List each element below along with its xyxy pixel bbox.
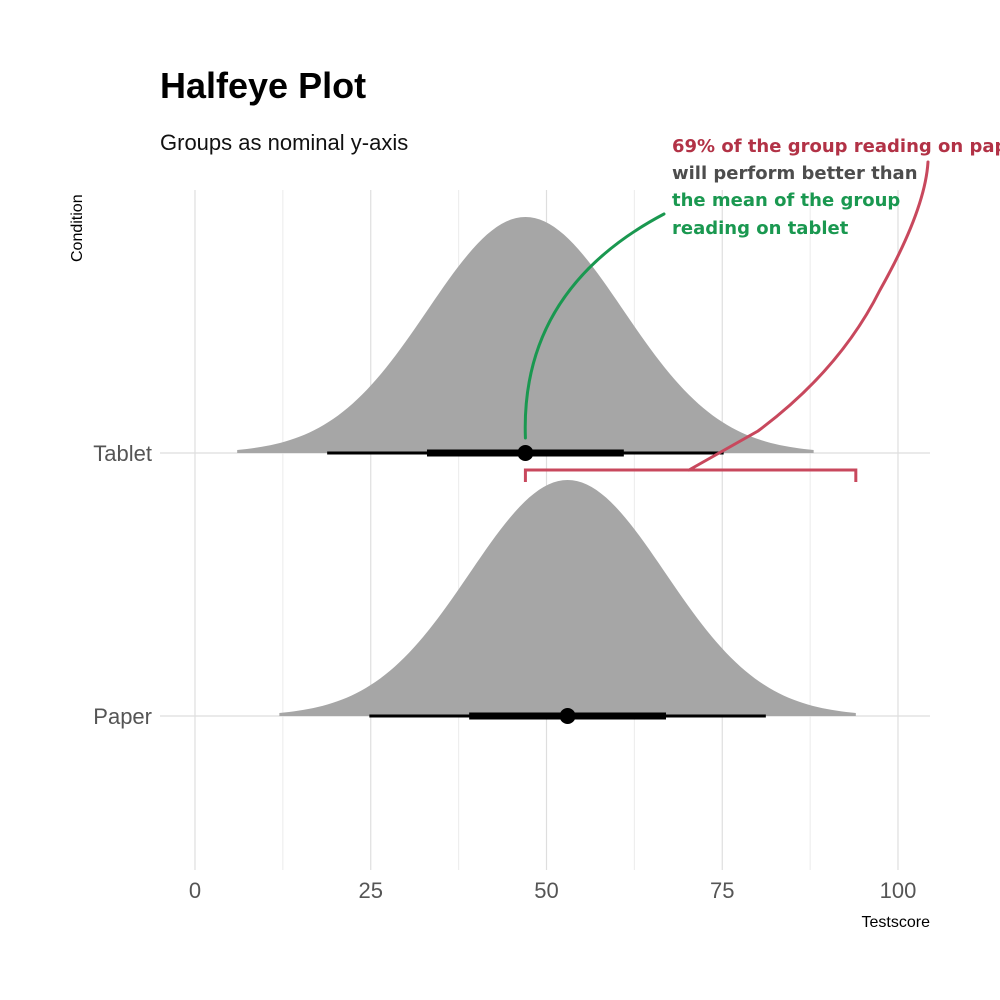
interval-layer bbox=[327, 445, 766, 724]
y-tick-labels: Tablet Paper bbox=[93, 441, 152, 729]
annotation-line-3: the mean of the group bbox=[672, 190, 900, 211]
x-tick-labels: 0 25 50 75 100 bbox=[189, 878, 916, 903]
density-paper bbox=[279, 480, 856, 716]
arrow-green bbox=[523, 212, 666, 440]
annotation-layer bbox=[523, 160, 930, 482]
annotation-text: 69% of the group reading on paper will p… bbox=[672, 136, 1000, 239]
y-axis-title: Condition bbox=[69, 194, 86, 262]
x-tick-label: 0 bbox=[189, 878, 201, 903]
mean-point-paper bbox=[559, 708, 576, 724]
annotation-line-2: will perform better than bbox=[672, 163, 918, 184]
arrow-red bbox=[687, 160, 930, 472]
mean-point-tablet bbox=[517, 445, 534, 461]
y-tick-label: Paper bbox=[93, 704, 152, 729]
y-tick-label: Tablet bbox=[93, 441, 152, 466]
annotation-line-1: 69% of the group reading on paper bbox=[672, 136, 1000, 157]
chart-subtitle: Groups as nominal y-axis bbox=[160, 130, 408, 155]
density-layer bbox=[237, 217, 856, 716]
x-tick-label: 75 bbox=[710, 878, 734, 903]
x-tick-label: 50 bbox=[534, 878, 558, 903]
density-tablet bbox=[237, 217, 814, 453]
bracket bbox=[523, 468, 858, 482]
x-tick-label: 100 bbox=[880, 878, 917, 903]
chart-title: Halfeye Plot bbox=[160, 65, 366, 106]
x-tick-label: 25 bbox=[359, 878, 383, 903]
x-axis-title: Testscore bbox=[862, 914, 931, 931]
annotation-line-4: reading on tablet bbox=[672, 218, 849, 239]
